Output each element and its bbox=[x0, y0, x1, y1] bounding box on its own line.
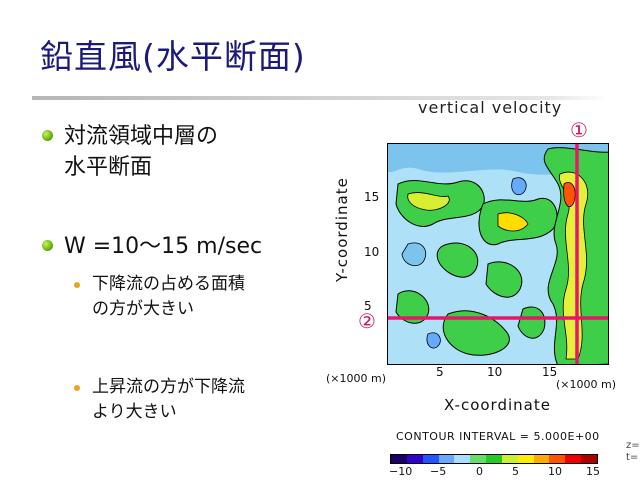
colorbar-swatch bbox=[565, 455, 582, 463]
velocity-contour-plot bbox=[387, 143, 609, 365]
colorbar-tick: 15 bbox=[586, 465, 600, 478]
colorbar-swatch bbox=[438, 455, 455, 463]
updraft-max bbox=[563, 182, 576, 207]
colorbar-tick: 10 bbox=[548, 465, 562, 478]
colorbar-swatch bbox=[549, 455, 566, 463]
y-axis-label: Y-coordinate bbox=[333, 177, 351, 282]
slide-title: 鉛直風(水平断面) bbox=[40, 37, 306, 76]
y-tick-label: 5 bbox=[364, 299, 372, 313]
y-tick-label: 10 bbox=[364, 245, 380, 259]
contour-interval-text: CONTOUR INTERVAL = 5.000E+00 bbox=[396, 430, 600, 443]
subbullet-icon bbox=[74, 282, 80, 288]
updraft-region bbox=[517, 306, 546, 339]
y-tick-label: 15 bbox=[364, 190, 380, 204]
bullet-1-line2: 水平断面 bbox=[64, 155, 153, 180]
downdraft-region bbox=[426, 332, 441, 349]
subbullet-1-line1: 下降流の占める面積 bbox=[92, 274, 245, 294]
updraft-core bbox=[497, 212, 529, 232]
downdraft-region bbox=[511, 177, 527, 196]
bullet-icon bbox=[42, 240, 53, 251]
updraft-region bbox=[442, 310, 510, 356]
figure-title: vertical velocity bbox=[418, 98, 563, 117]
x-tick-label: 10 bbox=[487, 365, 503, 379]
colorbar-swatch bbox=[517, 455, 534, 463]
colorbar-tick: −5 bbox=[430, 465, 447, 478]
y-unit-label: (×1000 m) bbox=[326, 372, 387, 385]
downdraft-region bbox=[401, 242, 427, 267]
z-label: z= bbox=[626, 440, 640, 451]
subbullet-1-line2: の方が大きい bbox=[92, 299, 194, 319]
colorbar-swatch bbox=[391, 455, 407, 463]
colorbar-swatch bbox=[533, 455, 550, 463]
x-unit-label: (×1000 m) bbox=[556, 378, 617, 391]
colorbar-swatch bbox=[581, 455, 597, 463]
updraft-region bbox=[485, 261, 523, 298]
updraft-core bbox=[407, 192, 450, 211]
marker-1: ① bbox=[570, 118, 588, 142]
bullet-1: 対流領域中層の 水平断面 bbox=[64, 121, 218, 183]
subbullet-1: 下降流の占める面積 の方が大きい bbox=[92, 272, 245, 322]
colorbar-swatch bbox=[454, 455, 471, 463]
colorbar-tick: 0 bbox=[476, 465, 483, 478]
subbullet-2: 上昇流の方が下降流 より大きい bbox=[92, 375, 245, 425]
x-axis-label: X-coordinate bbox=[444, 396, 551, 414]
colorbar-swatch bbox=[486, 455, 502, 463]
subbullet-icon bbox=[74, 385, 80, 391]
title-divider bbox=[32, 96, 608, 100]
x-tick-label: 15 bbox=[542, 365, 558, 379]
subbullet-2-line1: 上昇流の方が下降流 bbox=[92, 377, 245, 397]
colorbar bbox=[390, 454, 598, 464]
x-tick-label: 5 bbox=[436, 365, 444, 379]
marker-2: ② bbox=[358, 309, 376, 333]
colorbar-swatch bbox=[406, 455, 423, 463]
contour-field bbox=[388, 144, 608, 364]
bullet-2: W =10～15 m/sec bbox=[64, 234, 263, 259]
updraft-region bbox=[436, 242, 479, 278]
t-label: t= bbox=[626, 452, 639, 463]
colorbar-swatch bbox=[470, 455, 487, 463]
subbullet-2-line2: より大きい bbox=[92, 402, 177, 422]
colorbar-swatch bbox=[501, 455, 518, 463]
colorbar-tick: −10 bbox=[389, 465, 413, 478]
colorbar-swatch bbox=[422, 455, 439, 463]
colorbar-tick: 5 bbox=[512, 465, 519, 478]
bullet-1-line1: 対流領域中層の bbox=[64, 124, 219, 149]
bullet-icon bbox=[42, 130, 53, 141]
